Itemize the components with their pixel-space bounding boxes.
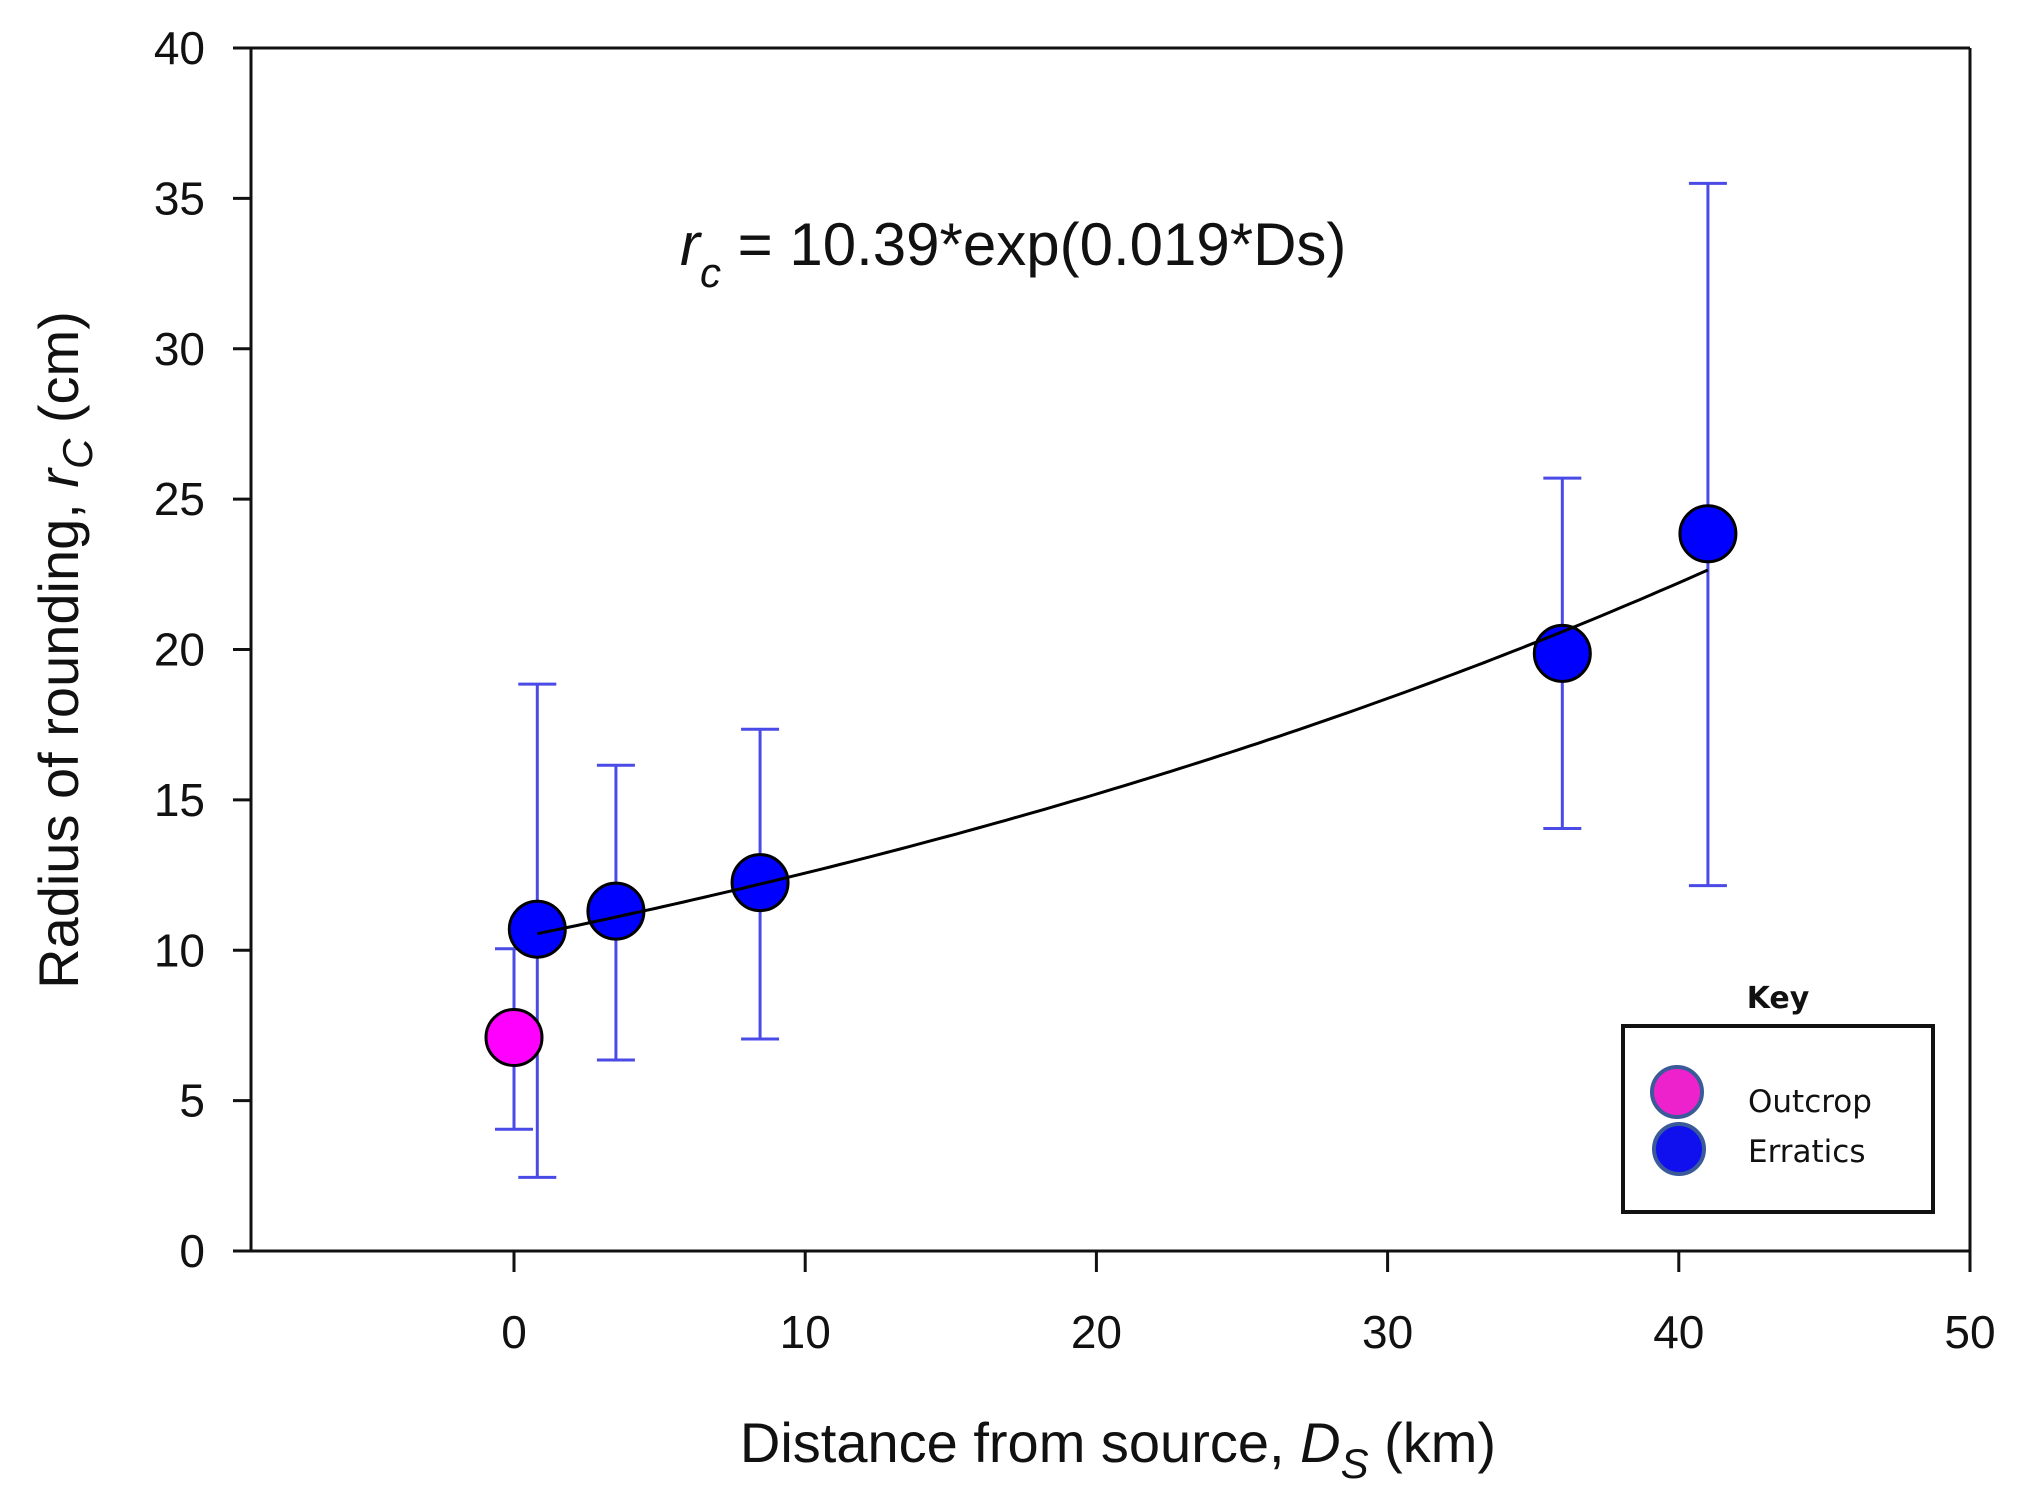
y-tick-label: 5	[179, 1075, 205, 1127]
data-point-erratics	[1532, 623, 1592, 683]
y-tick-label: 30	[154, 323, 205, 375]
x-axis-title: Distance from source, DS (km)	[740, 1411, 1496, 1487]
legend-label-erratics: Erratics	[1748, 1134, 1866, 1170]
x-tick-label: 50	[1944, 1306, 1995, 1358]
y-tick-label: 35	[154, 172, 205, 224]
x-axis-title-main: Distance from source,	[740, 1411, 1300, 1474]
x-tick-label: 40	[1653, 1306, 1704, 1358]
x-tick-label: 20	[1071, 1306, 1122, 1358]
x-tick-label: 10	[780, 1306, 831, 1358]
y-tick-label: 0	[179, 1225, 205, 1277]
legend: Key Outcrop Erratics	[1621, 981, 1935, 1214]
y-tick-label: 15	[154, 774, 205, 826]
fit-curve	[537, 568, 1709, 936]
data-point-erratics	[1678, 504, 1738, 564]
y-axis-title-unit: (cm)	[27, 311, 90, 439]
x-axis-title-unit: (km)	[1369, 1411, 1497, 1474]
legend-marker-erratics	[1652, 1122, 1706, 1176]
y-axis-title-main: Radius of rounding,	[27, 488, 90, 989]
data-points	[484, 504, 1738, 1067]
data-point-outcrop	[484, 1007, 544, 1067]
y-tick-label: 25	[154, 473, 205, 525]
legend-label-outcrop: Outcrop	[1748, 1084, 1872, 1120]
data-point-erratics	[586, 881, 646, 941]
plot-frame	[233, 46, 1972, 1253]
equation-lhs-symbol: r	[680, 211, 702, 278]
y-tick-label: 20	[154, 624, 205, 676]
x-axis-title-subscript: S	[1341, 1440, 1369, 1487]
x-axis-title-symbol: D	[1300, 1411, 1340, 1474]
y-axis-ticks: 0 5 10 15 20 25 30 35 40	[154, 22, 251, 1277]
equation-lhs-subscript: c	[700, 249, 721, 296]
legend-title: Key	[1747, 981, 1810, 1016]
y-tick-label: 40	[154, 22, 205, 74]
legend-box	[1621, 1024, 1935, 1214]
x-tick-label: 30	[1362, 1306, 1413, 1358]
fit-equation: rc = 10.39*exp(0.019*Ds)	[680, 211, 1346, 296]
y-axis-title-subscript: C	[54, 438, 101, 469]
equation-rhs: = 10.39*exp(0.019*Ds)	[721, 211, 1346, 278]
x-axis-ticks: 0 10 20 30 40 50	[501, 1251, 1996, 1358]
x-tick-label: 0	[501, 1306, 527, 1358]
y-tick-label: 10	[154, 924, 205, 976]
y-axis-title-symbol: r	[27, 467, 90, 488]
legend-marker-outcrop	[1650, 1065, 1704, 1119]
y-axis-title: Radius of rounding, rC (cm)	[27, 311, 101, 989]
